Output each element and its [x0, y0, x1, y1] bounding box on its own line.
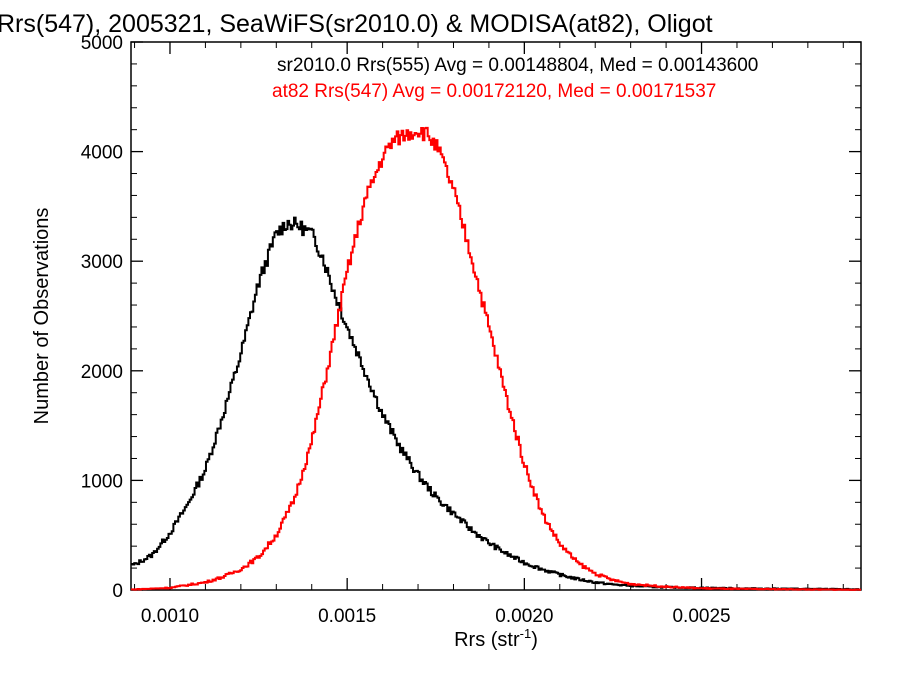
axis-ticks: 0.0010 0.0015 0.0020 0.0025 0 1000 2000 3000 400… — [81, 33, 861, 627]
y-tick-label: 5000 — [81, 33, 123, 54]
plot-frame — [130, 41, 862, 591]
y-tick-label: 2000 — [81, 362, 123, 383]
legend-entry-black: sr2010.0 Rrs(555) Avg = 0.00148804, Med … — [277, 55, 758, 76]
x-tick-label: 0.0025 — [672, 606, 730, 627]
x-tick-label: 0.0010 — [141, 606, 199, 627]
chart-title: Rrs(547), 2005321, SeaWiFS(sr2010.0) & M… — [0, 10, 713, 38]
y-tick-label: 4000 — [81, 143, 123, 164]
y-tick-label: 0 — [112, 581, 123, 602]
y-tick-label: 3000 — [81, 252, 123, 273]
y-axis-label: Number of Observations — [31, 208, 53, 425]
series-line-1 — [131, 126, 861, 591]
x-tick-label: 0.0020 — [495, 606, 553, 627]
series-layer — [131, 126, 861, 591]
x-axis-label-superscript: -1 — [520, 626, 532, 641]
series-line-0 — [131, 216, 861, 591]
x-tick-label: 0.0015 — [318, 606, 376, 627]
x-axis-label: Rrs (str-1) — [454, 626, 538, 651]
y-tick-label: 1000 — [81, 471, 123, 492]
legend-entry-red: at82 Rrs(547) Avg = 0.00172120, Med = 0.… — [272, 81, 716, 102]
